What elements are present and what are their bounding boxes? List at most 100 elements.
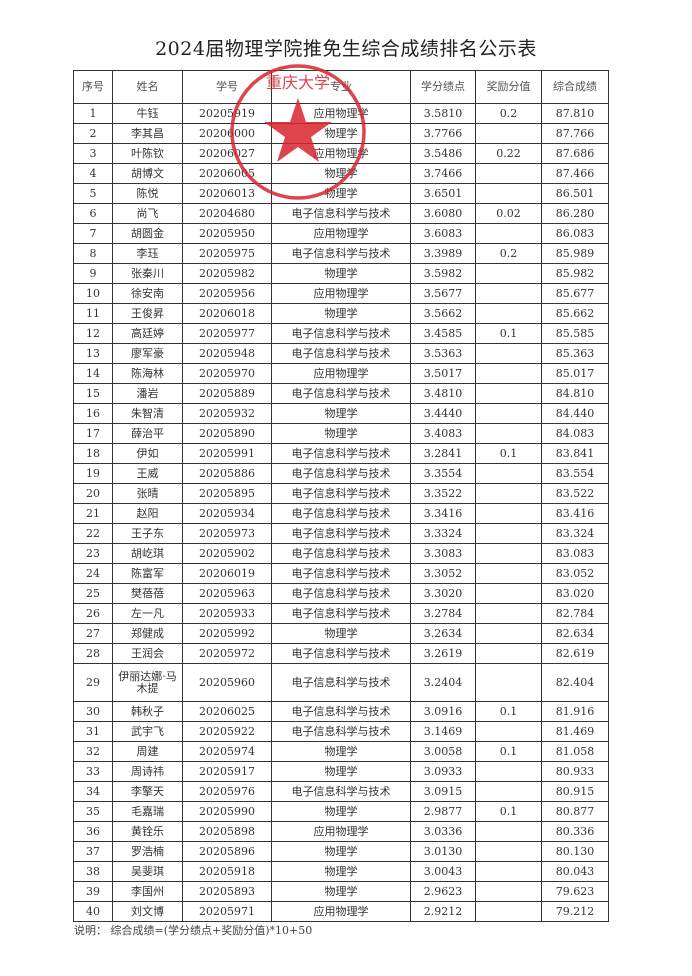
major: 电子信息科学与技术 [271, 663, 411, 702]
major: 电子信息科学与技术 [271, 563, 411, 584]
row-index: 21 [73, 503, 113, 524]
bonus: 0.22 [475, 143, 542, 164]
gpa: 3.2841 [410, 443, 476, 464]
table-row: 21 赵阳 20205934 电子信息科学与技术 3.3416 83.416 [73, 503, 609, 524]
gpa: 2.9212 [410, 901, 476, 922]
table-row: 18 伊如 20205991 电子信息科学与技术 3.2841 0.1 83.841 [73, 443, 609, 464]
total-score: 85.989 [541, 243, 609, 264]
major: 电子信息科学与技术 [271, 203, 411, 224]
bonus [475, 663, 542, 702]
row-index: 16 [73, 403, 113, 424]
total-score: 83.020 [541, 583, 609, 604]
gpa: 3.5363 [410, 343, 476, 364]
student-name: 张晴 [112, 483, 183, 504]
major: 电子信息科学与技术 [271, 701, 411, 722]
gpa: 2.9623 [410, 881, 476, 902]
bonus [475, 303, 542, 324]
student-name: 叶陈钦 [112, 143, 183, 164]
total-score: 83.554 [541, 463, 609, 484]
gpa: 3.3416 [410, 503, 476, 524]
table-row: 30 韩秋子 20206025 电子信息科学与技术 3.0916 0.1 81.916 [73, 701, 609, 722]
major: 应用物理学 [271, 283, 411, 304]
student-id: 20205963 [182, 583, 272, 604]
row-index: 6 [73, 203, 113, 224]
major: 物理学 [271, 841, 411, 862]
student-id: 20206025 [182, 701, 272, 722]
student-name: 伊如 [112, 443, 183, 464]
bonus [475, 643, 542, 664]
gpa: 3.3052 [410, 563, 476, 584]
row-index: 12 [73, 323, 113, 344]
student-id: 20205975 [182, 243, 272, 264]
row-index: 23 [73, 543, 113, 564]
total-score: 87.686 [541, 143, 609, 164]
major: 电子信息科学与技术 [271, 543, 411, 564]
row-index: 13 [73, 343, 113, 364]
major: 物理学 [271, 163, 411, 184]
major: 物理学 [271, 183, 411, 204]
bonus [475, 761, 542, 782]
bonus [475, 503, 542, 524]
row-index: 14 [73, 363, 113, 384]
bonus [475, 383, 542, 404]
total-score: 86.280 [541, 203, 609, 224]
total-score: 85.982 [541, 263, 609, 284]
gpa: 3.1469 [410, 721, 476, 742]
bonus [475, 841, 542, 862]
bonus: 0.1 [475, 741, 542, 762]
total-score: 85.677 [541, 283, 609, 304]
student-id: 20205886 [182, 463, 272, 484]
row-index: 4 [73, 163, 113, 184]
major: 电子信息科学与技术 [271, 243, 411, 264]
row-index: 33 [73, 761, 113, 782]
major: 电子信息科学与技术 [271, 443, 411, 464]
bonus [475, 363, 542, 384]
gpa: 3.3554 [410, 463, 476, 484]
table-row: 32 周建 20205974 物理学 3.0058 0.1 81.058 [73, 741, 609, 762]
major: 电子信息科学与技术 [271, 383, 411, 404]
major: 电子信息科学与技术 [271, 603, 411, 624]
student-id: 20205956 [182, 283, 272, 304]
row-index: 38 [73, 861, 113, 882]
student-id: 20206019 [182, 563, 272, 584]
row-index: 15 [73, 383, 113, 404]
row-index: 22 [73, 523, 113, 544]
student-name: 吴斐琪 [112, 861, 183, 882]
total-score: 80.130 [541, 841, 609, 862]
student-id: 20205922 [182, 721, 272, 742]
row-index: 2 [73, 123, 113, 144]
student-name: 胡圆金 [112, 223, 183, 244]
student-name: 高廷婷 [112, 323, 183, 344]
table-row: 36 黄铨乐 20205898 应用物理学 3.0336 80.336 [73, 821, 609, 842]
student-id: 20205974 [182, 741, 272, 762]
gpa: 3.0933 [410, 761, 476, 782]
bonus [475, 901, 542, 922]
student-name: 左一凡 [112, 603, 183, 624]
bonus [475, 263, 542, 284]
total-score: 80.915 [541, 781, 609, 802]
student-name: 周建 [112, 741, 183, 762]
total-score: 81.058 [541, 741, 609, 762]
table-row: 11 王俊昇 20206018 物理学 3.5662 85.662 [73, 303, 609, 324]
major: 物理学 [271, 263, 411, 284]
gpa: 3.5677 [410, 283, 476, 304]
row-index: 32 [73, 741, 113, 762]
major: 物理学 [271, 741, 411, 762]
row-index: 30 [73, 701, 113, 722]
row-index: 10 [73, 283, 113, 304]
total-score: 83.083 [541, 543, 609, 564]
header-name: 姓名 [112, 70, 183, 104]
table-row: 3 叶陈钦 20206027 应用物理学 3.5486 0.22 87.686 [73, 143, 609, 164]
major: 电子信息科学与技术 [271, 781, 411, 802]
student-id: 20205918 [182, 861, 272, 882]
total-score: 82.784 [541, 603, 609, 624]
table-row: 2 李其昌 20206000 物理学 3.7766 87.766 [73, 123, 609, 144]
table-row: 40 刘文博 20205971 应用物理学 2.9212 79.212 [73, 901, 609, 922]
total-score: 81.916 [541, 701, 609, 722]
major: 电子信息科学与技术 [271, 643, 411, 664]
gpa: 3.4810 [410, 383, 476, 404]
bonus [475, 543, 542, 564]
bonus [475, 583, 542, 604]
student-id: 20206027 [182, 143, 272, 164]
student-id: 20205919 [182, 103, 272, 124]
